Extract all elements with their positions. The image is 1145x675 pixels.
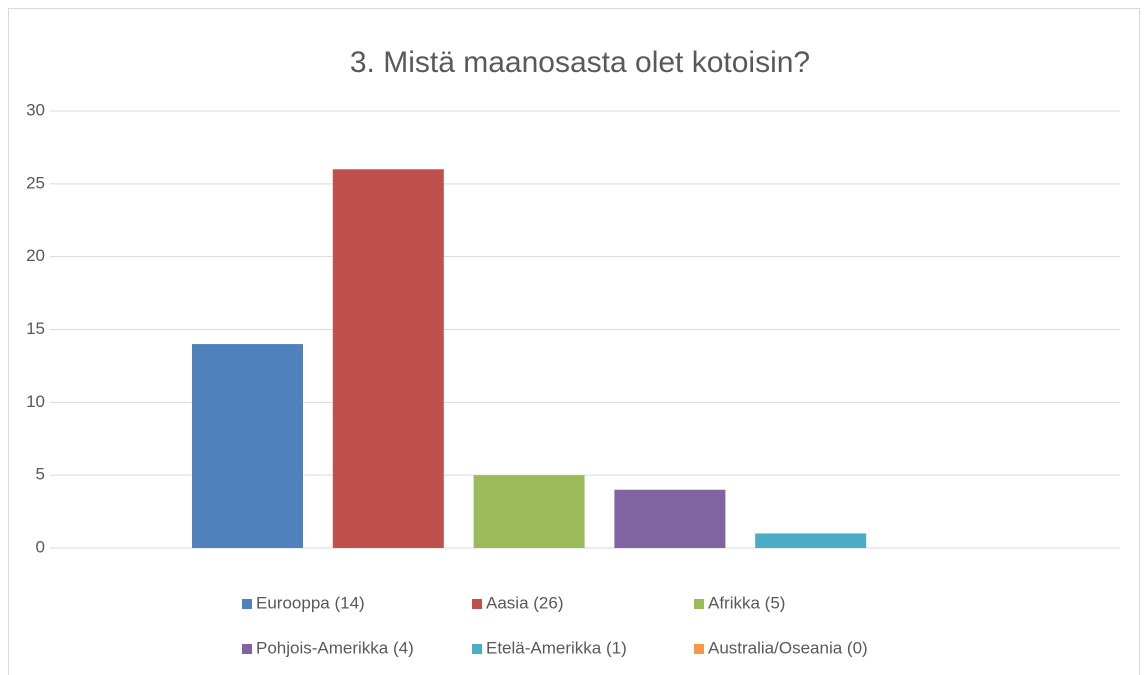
y-tick-label: 5 — [36, 465, 45, 484]
legend-label: Afrikka (5) — [708, 593, 785, 612]
legend-marker — [472, 599, 482, 609]
chart-frame — [8, 8, 1140, 675]
legend-marker — [472, 644, 482, 654]
legend-label: Aasia (26) — [486, 593, 563, 612]
y-tick-label: 30 — [26, 100, 45, 119]
legend-label: Etelä-Amerikka (1) — [486, 638, 627, 657]
y-tick-label: 15 — [26, 319, 45, 338]
chart-title: 3. Mistä maanosasta olet kotoisin? — [350, 46, 810, 79]
bar — [614, 489, 726, 548]
legend-label: Pohjois-Amerikka (4) — [256, 638, 414, 657]
y-tick-label: 20 — [26, 246, 45, 265]
legend-marker — [694, 644, 704, 654]
bar — [332, 169, 444, 548]
bar — [755, 533, 867, 548]
legend-marker — [242, 644, 252, 654]
bar — [473, 475, 585, 548]
legend-label: Australia/Oseania (0) — [708, 638, 868, 657]
legend-marker — [242, 599, 252, 609]
legend-label: Eurooppa (14) — [256, 593, 365, 612]
y-tick-label: 10 — [26, 392, 45, 411]
bar — [192, 344, 303, 548]
y-tick-label: 25 — [26, 173, 45, 192]
y-tick-label: 0 — [36, 537, 45, 556]
legend-marker — [694, 599, 704, 609]
